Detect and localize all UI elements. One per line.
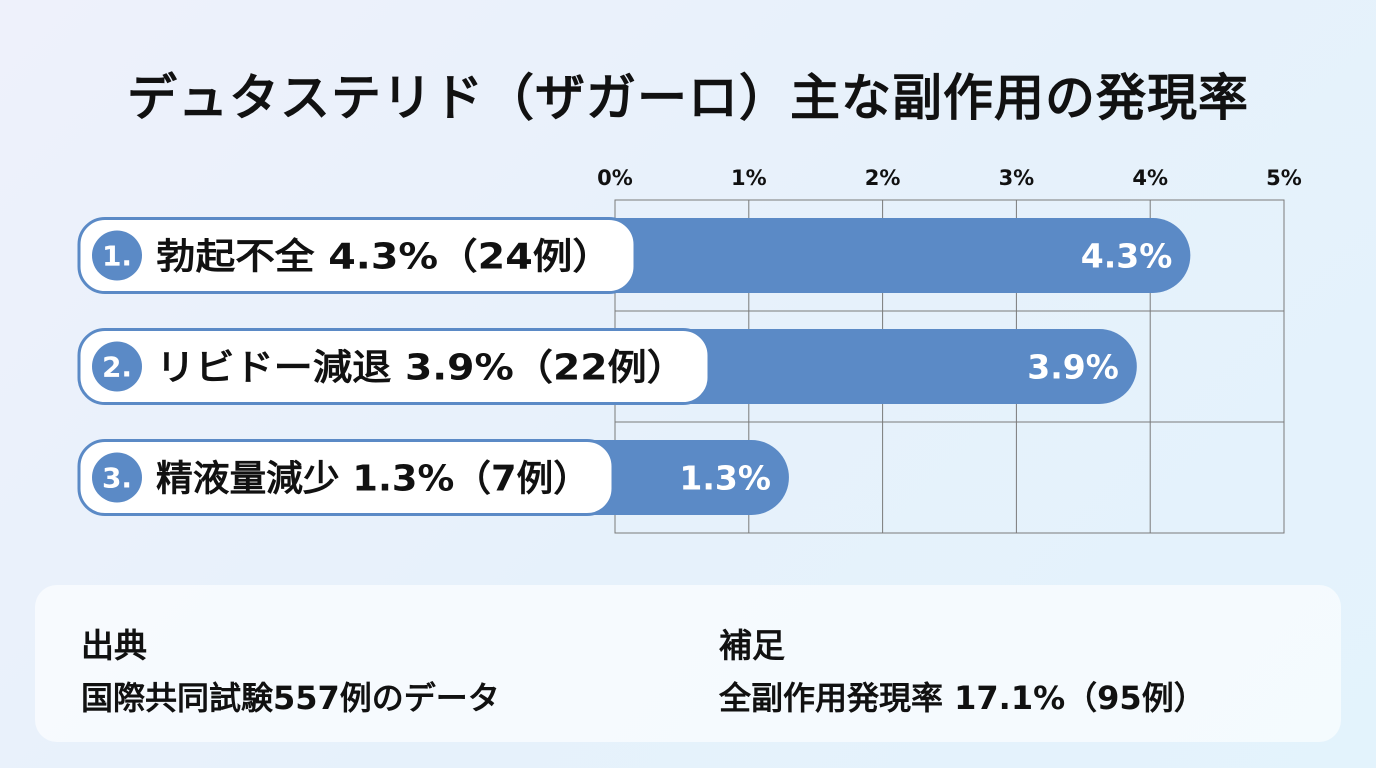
x-tick-label: 2% xyxy=(865,166,901,190)
rank-number: 1. xyxy=(102,240,132,273)
category-label-pill xyxy=(77,328,711,405)
note-heading: 補足 xyxy=(719,626,785,665)
bar xyxy=(649,329,1137,404)
category-label-pill xyxy=(77,217,637,294)
rank-badge xyxy=(92,341,142,392)
bar-value-label: 1.3% xyxy=(679,459,771,498)
category-label: リビドー減退 3.9%（22例） xyxy=(156,348,686,389)
category-label: 精液量減少 1.3%（7例） xyxy=(156,459,590,500)
rank-number: 2. xyxy=(102,351,132,384)
x-tick-label: 3% xyxy=(999,166,1035,190)
bar-chart: 0% 1% 2% 3% 4% 5% 1. 勃起不全 4.3%（24例） 4.3% 2. リビドー減… xyxy=(77,166,1302,534)
category-label: 勃起不全 4.3%（24例） xyxy=(156,236,612,278)
bar-value-label: 4.3% xyxy=(1081,237,1173,276)
rank-badge xyxy=(92,452,142,503)
category-label-pill xyxy=(77,439,615,516)
source-text: 国際共同試験557例のデータ xyxy=(81,679,500,717)
rank-number: 3. xyxy=(102,462,132,495)
x-tick-label: 5% xyxy=(1266,166,1302,190)
info-panel: 出典 国際共同試験557例のデータ 補足 全副作用発現率 17.1%（95例） xyxy=(35,585,1341,742)
bar-value-label: 3.9% xyxy=(1027,348,1119,387)
page-title: デュタステリド（ザガーロ）主な副作用の発現率 xyxy=(127,69,1249,127)
x-tick-label: 0% xyxy=(597,166,633,190)
x-tick-label: 1% xyxy=(731,166,767,190)
bar xyxy=(575,218,1191,293)
source-heading: 出典 xyxy=(81,626,147,665)
note-text: 全副作用発現率 17.1%（95例） xyxy=(719,679,1206,717)
rank-badge xyxy=(92,230,142,281)
x-tick-label: 4% xyxy=(1132,166,1168,190)
